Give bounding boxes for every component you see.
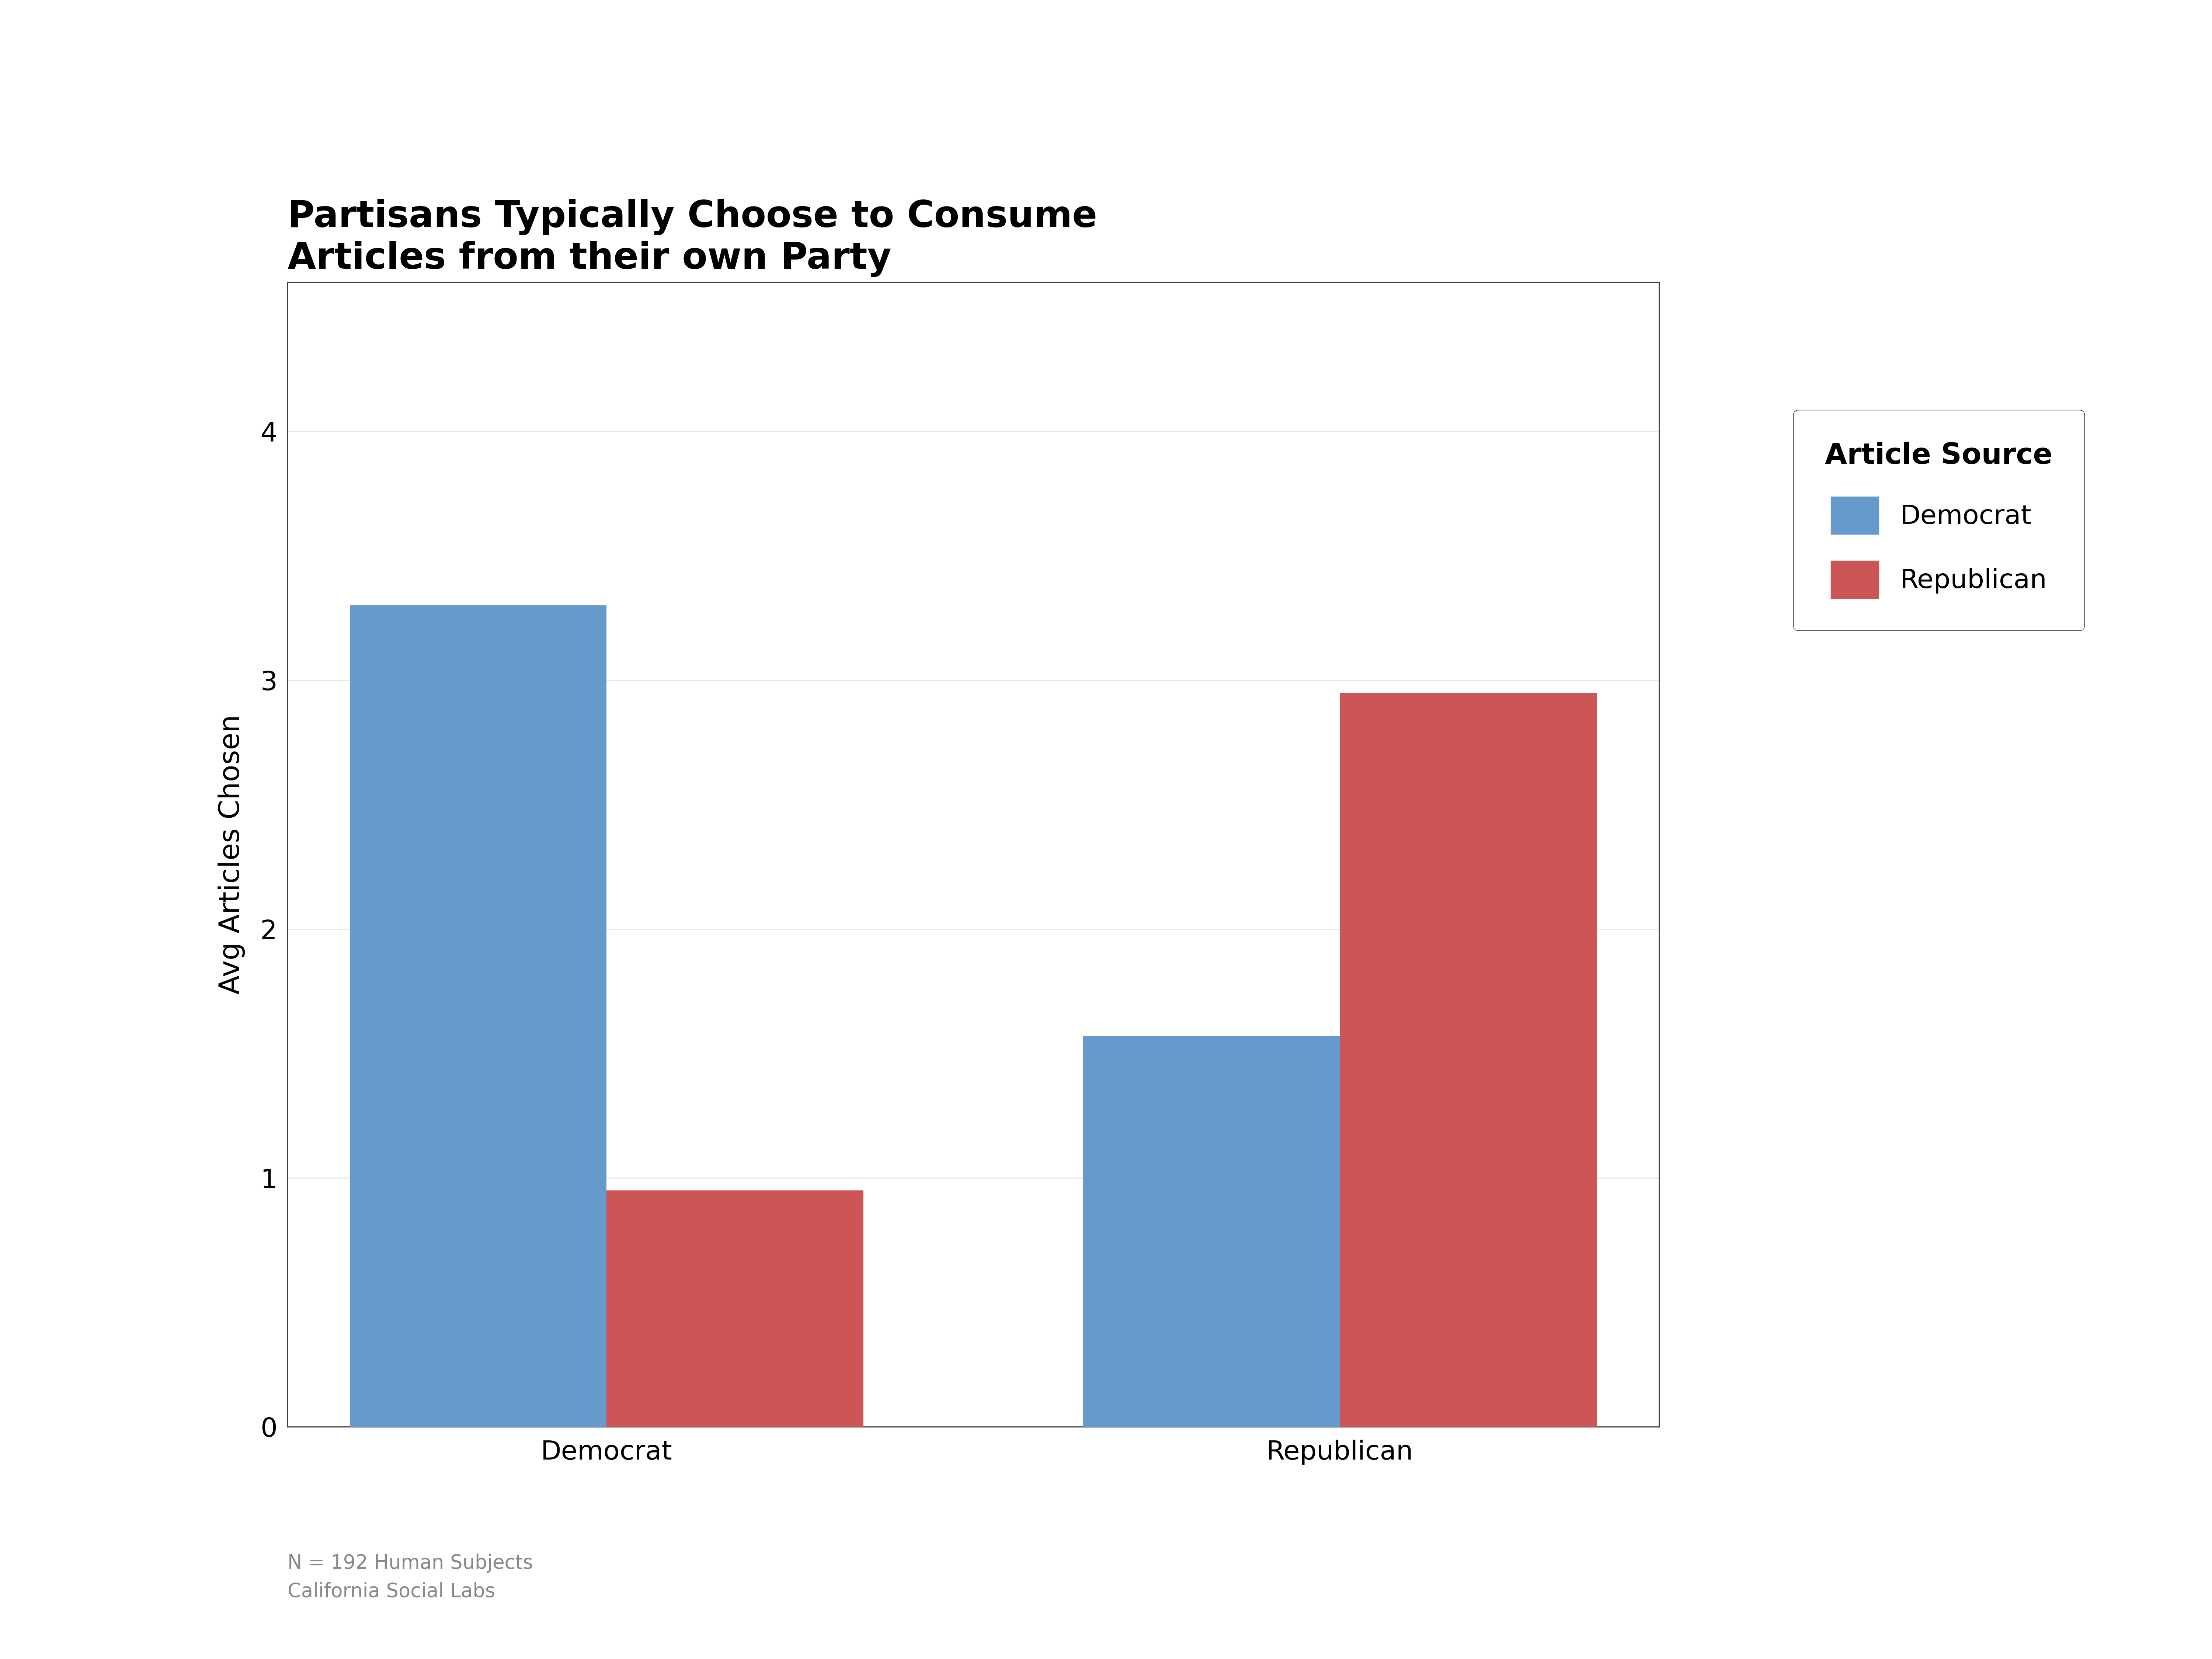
Legend: Democrat, Republican: Democrat, Republican [1794, 410, 2084, 630]
Y-axis label: Avg Articles Chosen: Avg Articles Chosen [217, 715, 246, 994]
Bar [349, 606, 606, 1427]
Text: Partisans Typically Choose to Consume
Articles from their own Party: Partisans Typically Choose to Consume Ar… [288, 199, 1097, 277]
Text: N = 192 Human Subjects
California Social Labs: N = 192 Human Subjects California Social… [288, 1553, 533, 1601]
Bar [1340, 692, 1597, 1427]
Bar [606, 1190, 863, 1427]
Bar [1084, 1035, 1340, 1427]
